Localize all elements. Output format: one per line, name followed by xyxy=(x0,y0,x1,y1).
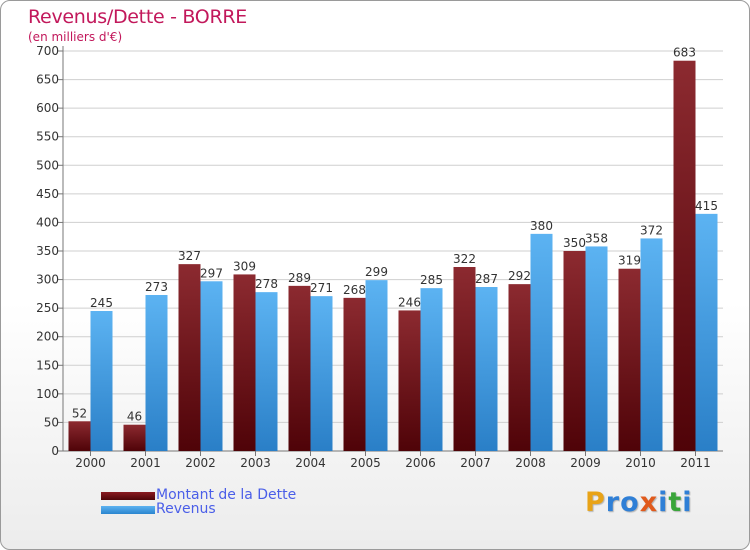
x-tick-label: 2003 xyxy=(240,456,271,470)
bar-revenue xyxy=(585,246,608,451)
bar-debt xyxy=(233,274,256,451)
bar-debt xyxy=(508,284,531,451)
bar-revenue xyxy=(310,296,333,451)
bar-debt xyxy=(123,424,146,451)
y-tick-label: 250 xyxy=(36,301,59,315)
bar-revenue xyxy=(475,287,498,451)
data-label-revenue: 285 xyxy=(420,273,443,287)
bar-debt xyxy=(673,60,696,451)
bar-debt xyxy=(398,310,421,451)
data-label-debt: 46 xyxy=(127,410,142,424)
data-label-debt: 268 xyxy=(343,283,366,297)
bar-debt xyxy=(618,268,641,451)
chart-title: Revenus/Dette - BORRE xyxy=(28,6,247,28)
data-label-debt: 52 xyxy=(72,406,87,420)
bar-revenue xyxy=(695,213,718,451)
bar-revenue xyxy=(365,280,388,451)
y-tick-label: 150 xyxy=(36,358,59,372)
x-tick-label: 2005 xyxy=(350,456,381,470)
data-label-revenue: 287 xyxy=(475,272,498,286)
x-tick-label: 2006 xyxy=(405,456,436,470)
bar-debt xyxy=(288,285,311,451)
legend-label-debt: Montant de la Dette xyxy=(156,487,297,503)
bar-revenue xyxy=(640,238,663,451)
data-label-debt: 309 xyxy=(233,259,256,273)
data-label-debt: 289 xyxy=(288,271,311,285)
y-tick-label: 550 xyxy=(36,130,59,144)
y-tick-label: 700 xyxy=(36,44,59,58)
y-tick-label: 50 xyxy=(44,415,59,429)
bar-revenue xyxy=(145,295,168,451)
data-label-revenue: 278 xyxy=(255,277,278,291)
bar-revenue xyxy=(420,288,443,451)
bar-debt xyxy=(453,267,476,451)
x-tick-label: 2009 xyxy=(570,456,601,470)
data-label-revenue: 299 xyxy=(365,265,388,279)
y-tick-label: 0 xyxy=(51,444,59,458)
bar-revenue xyxy=(200,281,223,451)
logo-letter: r xyxy=(605,487,621,518)
bar-debt xyxy=(343,297,366,451)
y-tick-label: 600 xyxy=(36,101,59,115)
y-tick-label: 200 xyxy=(36,330,59,344)
y-tick-label: 400 xyxy=(36,215,59,229)
legend-label-revenue: Revenus xyxy=(156,501,216,517)
x-tick-label: 2011 xyxy=(680,456,711,470)
x-tick-label: 2007 xyxy=(460,456,491,470)
bar-revenue xyxy=(530,233,553,451)
legend-swatch-revenue xyxy=(101,506,155,514)
data-label-debt: 319 xyxy=(618,254,641,268)
logo-letter: t xyxy=(668,487,683,518)
data-label-debt: 246 xyxy=(398,295,421,309)
y-tick-label: 100 xyxy=(36,387,59,401)
data-label-revenue: 380 xyxy=(530,219,553,233)
logo-letter: x xyxy=(639,487,659,518)
y-tick-label: 450 xyxy=(36,187,59,201)
x-tick-label: 2001 xyxy=(130,456,161,470)
logo-letter: i xyxy=(658,487,669,518)
data-label-revenue: 372 xyxy=(640,223,663,237)
data-label-revenue: 245 xyxy=(90,296,113,310)
logo-letter: P xyxy=(585,487,606,518)
logo-letter: o xyxy=(620,487,640,518)
bar-debt xyxy=(563,251,586,451)
data-label-debt: 350 xyxy=(563,236,586,250)
legend-swatch-debt xyxy=(101,492,155,500)
y-tick-label: 350 xyxy=(36,244,59,258)
data-label-revenue: 297 xyxy=(200,266,223,280)
proxiti-logo: Proxiti xyxy=(585,487,693,518)
x-tick-label: 2004 xyxy=(295,456,326,470)
bar-revenue xyxy=(90,311,113,451)
data-label-revenue: 273 xyxy=(145,280,168,294)
x-tick-label: 2008 xyxy=(515,456,546,470)
x-tick-label: 2002 xyxy=(185,456,216,470)
data-label-debt: 683 xyxy=(673,46,696,60)
data-label-debt: 327 xyxy=(178,249,201,263)
logo-letter: i xyxy=(682,487,693,518)
data-label-revenue: 271 xyxy=(310,281,333,295)
y-tick-label: 500 xyxy=(36,158,59,172)
data-label-debt: 322 xyxy=(453,252,476,266)
y-tick-label: 300 xyxy=(36,273,59,287)
y-tick-label: 650 xyxy=(36,73,59,87)
data-label-revenue: 358 xyxy=(585,231,608,245)
bar-debt xyxy=(68,421,91,451)
chart-subtitle: (en milliers d'€) xyxy=(28,30,123,44)
data-label-debt: 292 xyxy=(508,269,531,283)
data-label-revenue: 415 xyxy=(695,199,718,213)
bar-revenue xyxy=(255,292,278,451)
x-tick-label: 2000 xyxy=(75,456,106,470)
x-tick-label: 2010 xyxy=(625,456,656,470)
bar-debt xyxy=(178,264,201,451)
